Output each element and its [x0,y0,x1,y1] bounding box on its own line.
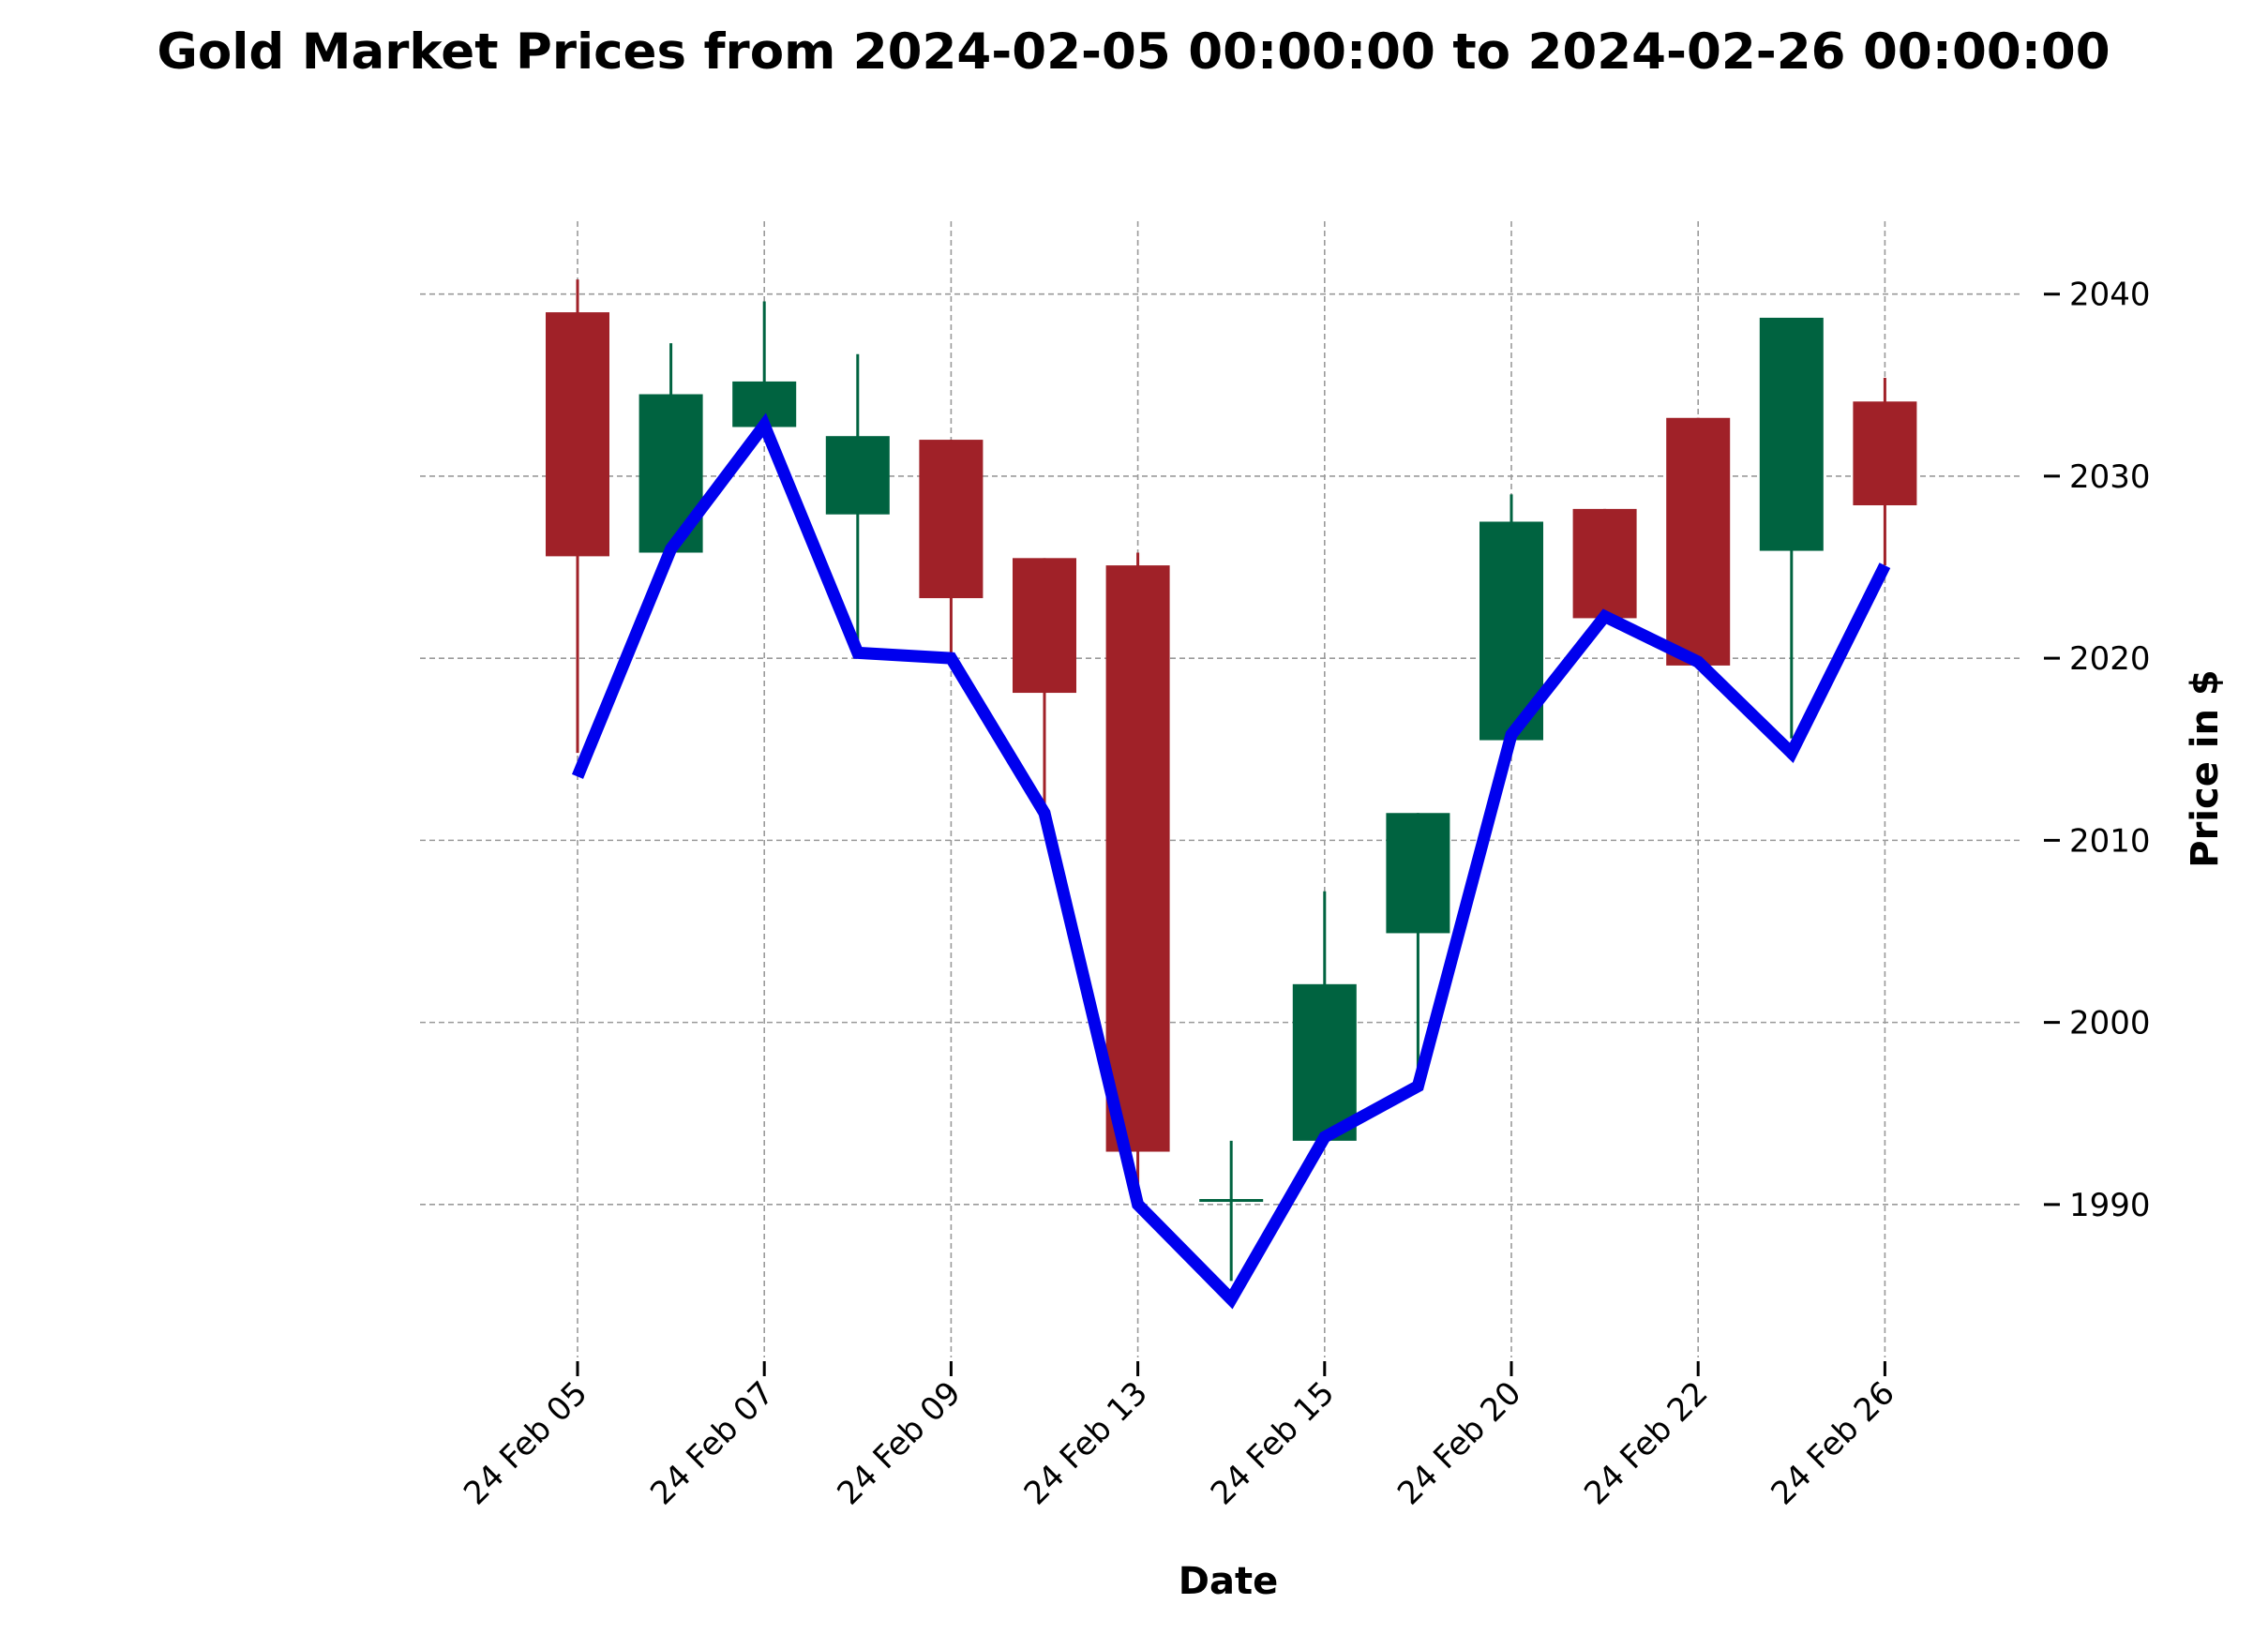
candle-body [1105,565,1170,1152]
price-line [571,412,1891,1310]
y-tick-label: 2030 [2069,458,2151,496]
candle-body [546,312,609,557]
candle-body [1292,983,1357,1141]
x-tick-label: 24 Feb 20 [1390,1374,1528,1512]
candle-body [1853,401,1917,505]
y-tick-label: 2010 [2069,822,2151,860]
candle-body [1199,1199,1264,1203]
y-tick-label: 2000 [2069,1005,2151,1042]
candle-body [825,436,890,515]
y-tick-label: 1990 [2069,1187,2151,1224]
candle-body [1666,417,1731,666]
candle-body [1013,558,1076,694]
candle-up [1292,891,1357,1141]
x-tick-label: 24 Feb 09 [830,1374,968,1512]
candle-up [1199,1140,1264,1282]
candle-body [919,440,984,599]
candle-body [1759,317,1824,551]
candle-up [825,353,890,653]
candle-down [1853,378,1917,566]
candle-up [732,301,797,427]
candle-down [919,440,984,659]
candle-up [1386,813,1450,1087]
candles [546,279,1917,1282]
x-tick-label: 24 Feb 15 [1204,1374,1342,1512]
x-tick-label: 24 Feb 22 [1577,1374,1715,1512]
candle-body [1386,813,1450,934]
candle-down [1013,558,1076,812]
candle-down [546,279,609,754]
candle-down [1666,417,1731,666]
candle-down [1572,508,1637,619]
y-axis-label: Price in $ [2184,669,2227,867]
y-tick-label: 2040 [2069,277,2151,314]
x-axis-label: Date [1179,1560,1278,1603]
x-tick-label: 24 Feb 13 [1017,1374,1155,1512]
chart-title: Gold Market Prices from 2024-02-05 00:00… [157,23,2110,81]
candle-body [1572,508,1637,619]
y-tick-label: 2020 [2069,640,2151,678]
grid [420,221,2020,1357]
price-line-layer [571,412,1891,1310]
x-tick-label: 24 Feb 05 [457,1374,594,1512]
x-tick-label: 24 Feb 26 [1764,1374,1901,1512]
candle-down [1105,552,1170,1205]
candle-up [1759,317,1824,739]
x-tick-label: 24 Feb 07 [643,1374,781,1512]
